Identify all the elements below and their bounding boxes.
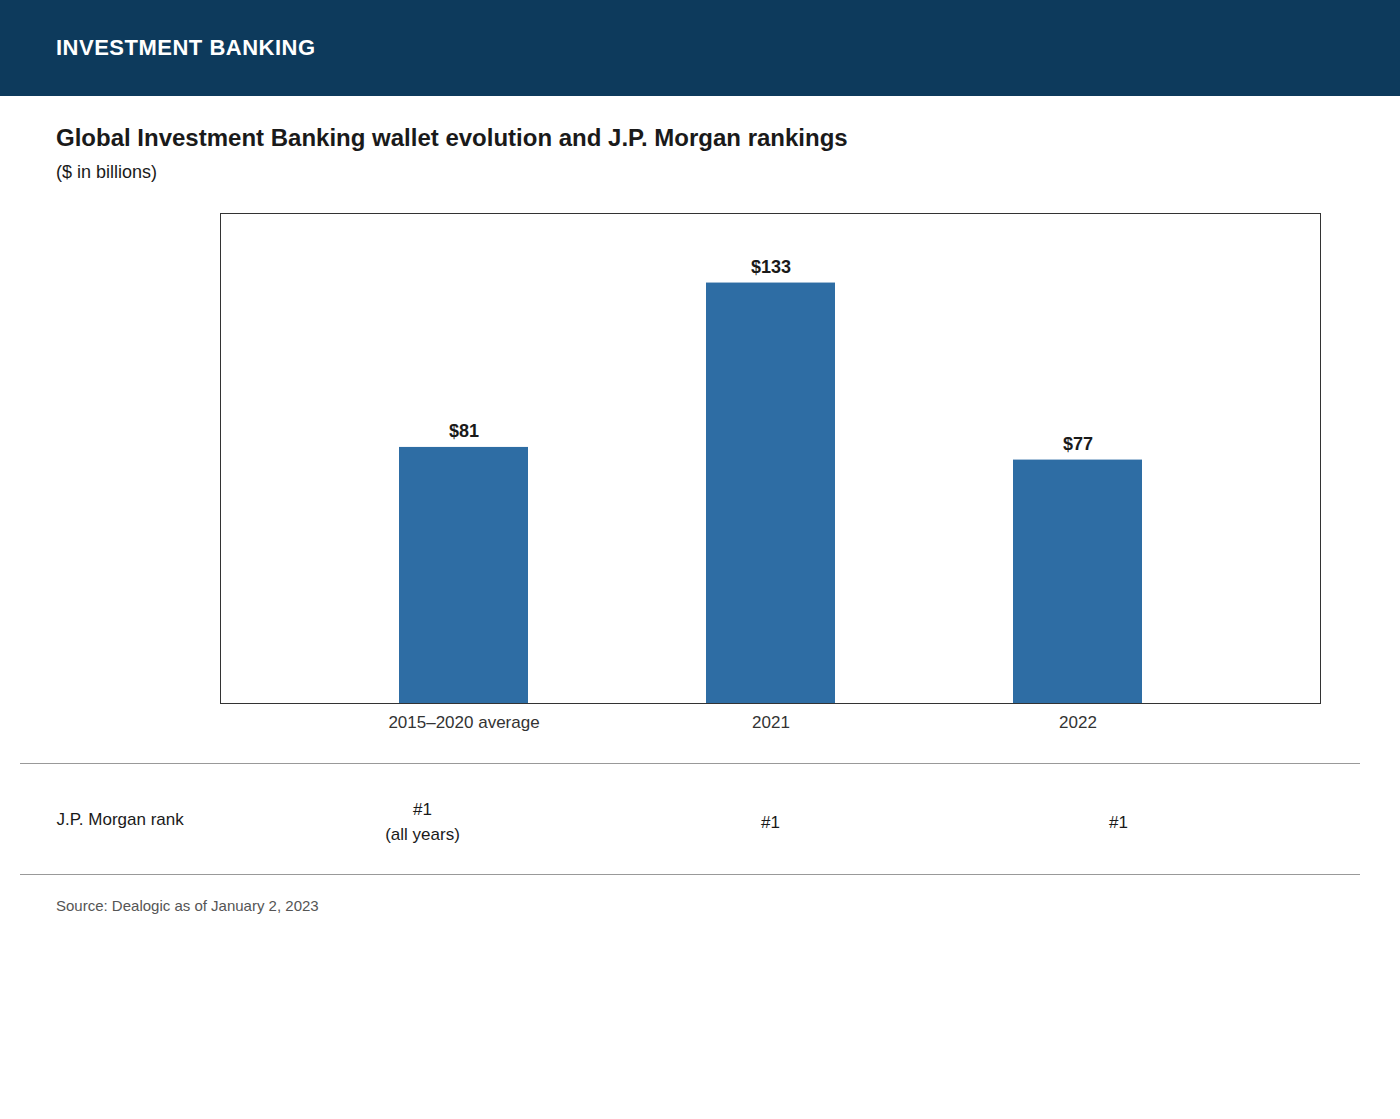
svg-text:$77: $77: [1063, 434, 1093, 454]
html-text:Source: Dealogic as of January: Source: Dealogic as of January 2, 2023: [56, 897, 319, 914]
svg-text:#1: #1: [761, 813, 780, 832]
svg-text:$81: $81: [449, 421, 479, 441]
html-text:($ in billions): ($ in billions): [56, 162, 157, 182]
svg-text:2022: 2022: [1059, 713, 1097, 732]
html-text:Global Investment Banking wall: Global Investment Banking wallet evoluti…: [56, 124, 848, 151]
svg-text:2021: 2021: [752, 713, 790, 732]
svg-text:#1: #1: [1109, 813, 1128, 832]
svg-text:#1(all years): #1(all years): [385, 800, 460, 845]
svg-text:J.P. Morgan rank: J.P. Morgan rank: [57, 810, 185, 829]
html-text:INVESTMENT BANKING: INVESTMENT BANKING: [56, 35, 316, 60]
svg-text:$133: $133: [751, 257, 791, 277]
svg-text:2015–2020 average: 2015–2020 average: [388, 713, 539, 732]
